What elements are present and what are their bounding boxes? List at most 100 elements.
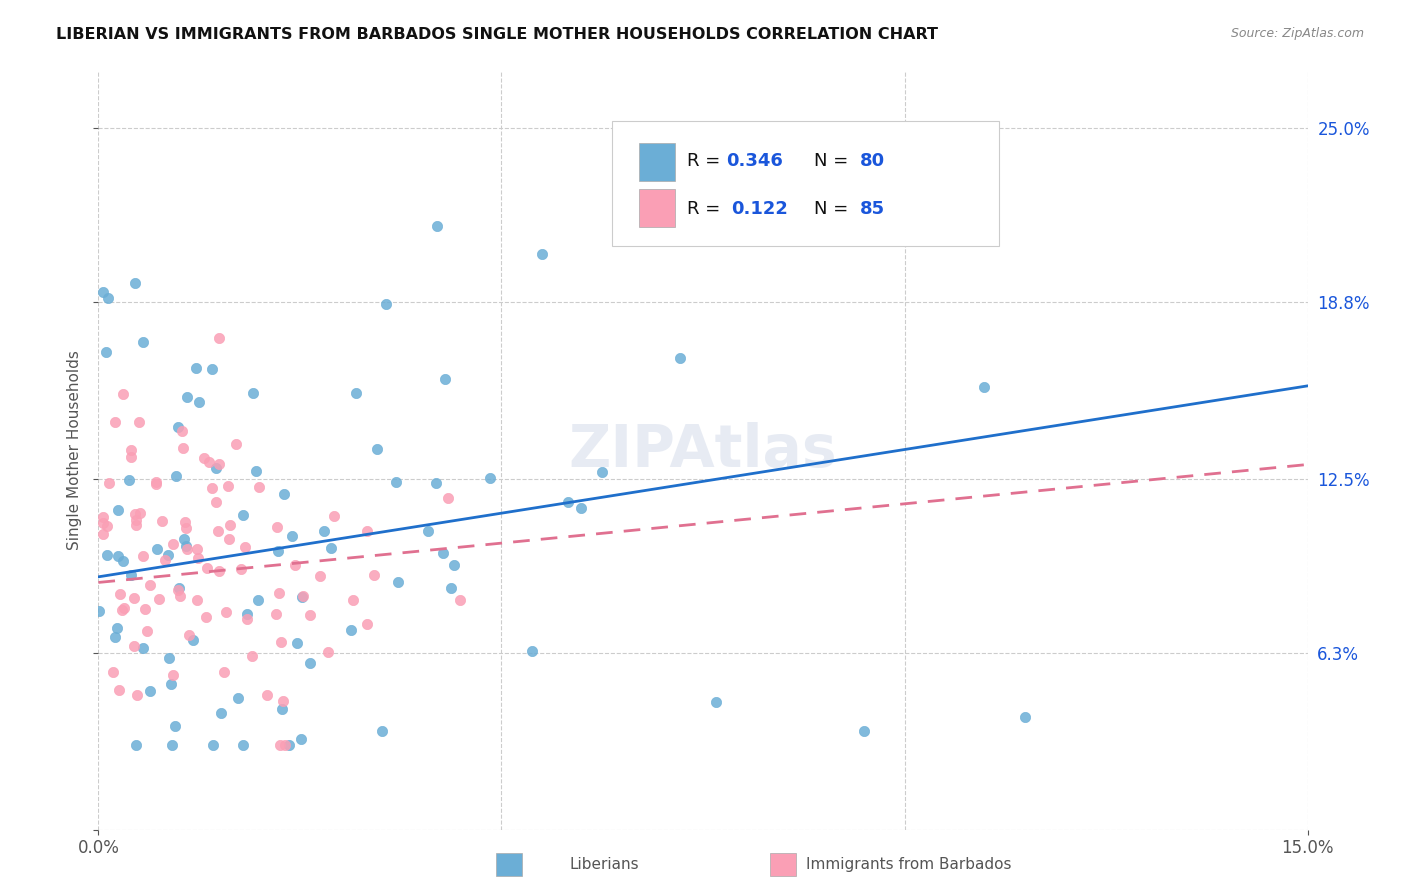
Text: 0.122: 0.122 [731, 201, 787, 219]
Point [111, 387, 134, 401]
Point [298, 608, 321, 623]
Point [245, 464, 267, 478]
Point [121, 450, 143, 465]
Point [321, 541, 343, 556]
Point [124, 508, 146, 522]
Point [104, 630, 127, 644]
Point [278, 739, 301, 753]
Point [204, 495, 226, 509]
Point [124, 277, 146, 291]
Point [96, 519, 118, 533]
Point [173, 515, 195, 529]
Point [205, 460, 228, 475]
Point [370, 723, 392, 738]
Point [202, 739, 225, 753]
Point [162, 668, 184, 682]
Point [443, 558, 465, 573]
Point [323, 508, 346, 523]
Point [107, 549, 129, 563]
Point [108, 587, 131, 601]
Point [225, 437, 247, 451]
Point [91, 516, 114, 531]
Point [96, 344, 118, 359]
Point [273, 487, 295, 501]
Point [134, 602, 156, 616]
Point [170, 424, 193, 438]
Point [247, 480, 270, 494]
Point [107, 503, 129, 517]
Point [132, 640, 155, 655]
Point [316, 645, 339, 659]
Point [299, 656, 322, 670]
Point [125, 513, 148, 527]
Point [159, 677, 181, 691]
Text: ZIPAtlas: ZIPAtlas [568, 422, 838, 479]
Point [111, 554, 134, 568]
Point [416, 524, 439, 539]
Point [267, 585, 290, 599]
FancyBboxPatch shape [770, 853, 796, 876]
Point [197, 455, 219, 469]
Point [267, 544, 290, 558]
Point [186, 541, 208, 556]
Point [292, 589, 315, 603]
Text: LIBERIAN VS IMMIGRANTS FROM BARBADOS SINGLE MOTHER HOUSEHOLDS CORRELATION CHART: LIBERIAN VS IMMIGRANTS FROM BARBADOS SIN… [56, 27, 938, 42]
Point [284, 558, 307, 573]
Point [132, 334, 155, 349]
Point [193, 450, 215, 465]
Point [169, 582, 191, 596]
Point [344, 386, 367, 401]
Point [271, 693, 294, 707]
Point [187, 395, 209, 409]
Point [569, 500, 592, 515]
Point [128, 416, 150, 430]
Point [135, 624, 157, 638]
Point [162, 537, 184, 551]
Point [440, 581, 463, 595]
Point [384, 475, 406, 490]
Point [426, 219, 449, 233]
Point [174, 521, 197, 535]
Point [375, 297, 398, 311]
Point [125, 517, 148, 532]
Point [194, 609, 217, 624]
Text: Source: ZipAtlas.com: Source: ZipAtlas.com [1230, 27, 1364, 40]
Point [242, 385, 264, 400]
Point [853, 724, 876, 739]
Point [177, 628, 200, 642]
Text: R =: R = [688, 201, 733, 219]
Point [340, 623, 363, 637]
Point [233, 540, 256, 554]
Point [150, 514, 173, 528]
Point [209, 706, 232, 721]
Point [91, 510, 114, 524]
Text: 0.346: 0.346 [725, 152, 783, 169]
Point [108, 683, 131, 698]
Point [97, 292, 120, 306]
Point [264, 607, 287, 621]
Point [145, 475, 167, 489]
Point [530, 247, 553, 261]
Text: 80: 80 [860, 152, 886, 169]
Point [449, 592, 471, 607]
Point [208, 564, 231, 578]
Point [212, 665, 235, 680]
Point [219, 517, 242, 532]
Text: N =: N = [814, 152, 855, 169]
Point [356, 524, 378, 538]
Point [122, 639, 145, 653]
Point [103, 665, 125, 680]
Point [232, 739, 254, 753]
Point [291, 591, 314, 605]
Point [200, 481, 222, 495]
Point [145, 477, 167, 491]
Point [387, 575, 409, 590]
Point [120, 567, 142, 582]
Point [479, 471, 502, 485]
Point [132, 549, 155, 564]
Point [256, 688, 278, 702]
Point [432, 546, 454, 560]
Point [105, 621, 128, 635]
Text: Liberians: Liberians [569, 857, 640, 871]
Point [91, 285, 114, 299]
